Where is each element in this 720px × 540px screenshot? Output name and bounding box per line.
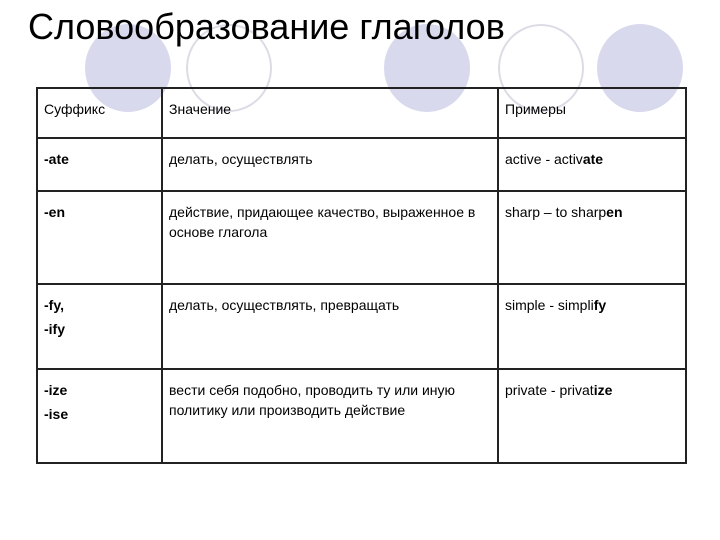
example-cell: active - activate [497,137,687,192]
header-examples: Примеры [497,87,687,139]
table-header-row: Суффикс Значение Примеры [36,87,687,139]
example-base: sharp – to sharp [505,204,607,220]
table-row: -fy, -ify делать, осуществлять, превращат… [36,283,687,370]
meaning-cell: делать, осуществлять [161,137,499,192]
suffix: -ise [44,406,69,422]
example-suffix: ize [593,382,613,398]
header-suffix: Суффикс [36,87,163,139]
example-cell: simple - simplify [497,283,687,370]
example-cell: sharp – to sharpen [497,190,687,285]
meaning-cell: вести себя подобно, проводить ту или ину… [161,368,499,464]
table-row: -en действие, придающее качество, выраже… [36,190,687,285]
suffix-cell: -fy, -ify [36,283,163,370]
suffix-cell: -ize -ise [36,368,163,464]
suffix: -fy, [44,297,64,313]
suffix-table: Суффикс Значение Примеры -ate делать, ос… [36,87,687,464]
suffix: -ize [44,382,68,398]
example-base: active - activ [505,151,583,167]
example-suffix: ate [582,151,604,167]
suffix-cell: -ate [36,137,163,192]
suffix: -ate [44,151,69,167]
table-row: -ize -ise вести себя подобно, проводить т… [36,368,687,464]
meaning-cell: делать, осуществлять, превращать [161,283,499,370]
example-cell: private - privatize [497,368,687,464]
suffix: -ify [44,321,65,337]
example-base: simple - simpli [505,297,594,313]
example-base: private - privat [505,382,594,398]
suffix-cell: -en [36,190,163,285]
suffix: -en [44,204,65,220]
example-suffix: en [606,204,623,220]
meaning-cell: действие, придающее качество, выраженное… [161,190,499,285]
header-meaning: Значение [161,87,499,139]
table-row: -ate делать, осуществлять active - activ… [36,137,687,192]
page-title: Словообразование глаголов [28,6,505,47]
example-suffix: fy [593,297,607,313]
